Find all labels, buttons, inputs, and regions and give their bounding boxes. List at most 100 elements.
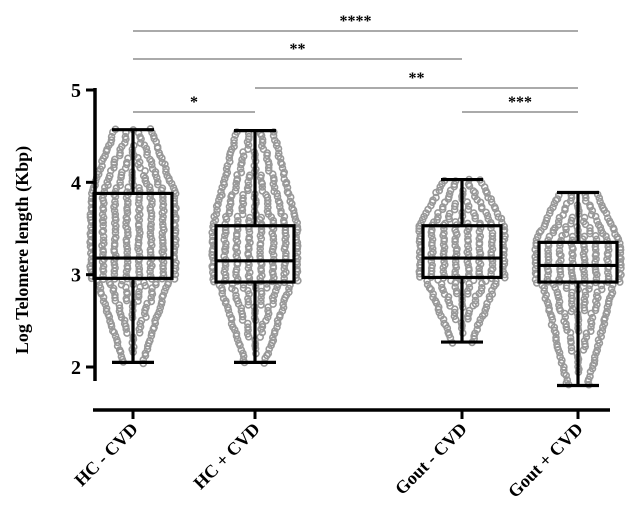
data-point bbox=[553, 340, 561, 349]
data-point bbox=[101, 152, 109, 160]
data-point bbox=[288, 204, 296, 212]
data-point bbox=[158, 233, 167, 241]
data-point bbox=[482, 208, 490, 217]
data-point bbox=[274, 197, 283, 205]
data-point bbox=[561, 313, 570, 321]
data-point bbox=[451, 261, 460, 269]
data-point bbox=[488, 245, 497, 253]
data-point bbox=[124, 200, 132, 209]
data-point bbox=[245, 132, 253, 141]
data-point bbox=[554, 221, 563, 229]
data-point bbox=[257, 287, 266, 296]
data-point bbox=[268, 333, 277, 342]
data-point bbox=[110, 328, 118, 337]
data-point bbox=[603, 214, 612, 222]
data-point bbox=[471, 188, 479, 197]
data-point bbox=[256, 252, 264, 261]
data-point bbox=[232, 179, 240, 188]
data-point bbox=[99, 297, 108, 306]
data-point bbox=[428, 235, 437, 244]
boxes bbox=[92, 128, 619, 388]
data-point bbox=[476, 248, 484, 256]
data-point bbox=[111, 155, 119, 164]
data-point bbox=[545, 304, 554, 313]
data-point bbox=[220, 235, 228, 244]
data-point bbox=[429, 248, 437, 257]
data-point bbox=[581, 291, 590, 300]
data-point bbox=[567, 216, 576, 225]
data-point bbox=[544, 249, 553, 258]
data-point bbox=[146, 336, 154, 345]
data-point bbox=[107, 132, 116, 141]
y-axis-label: Log Telomere length (Kbp) bbox=[12, 146, 33, 354]
data-point bbox=[269, 174, 278, 182]
data-point bbox=[270, 136, 279, 145]
data-point bbox=[598, 201, 606, 210]
data-point bbox=[154, 180, 162, 189]
data-point bbox=[464, 245, 473, 253]
data-point bbox=[148, 165, 157, 173]
data-point bbox=[98, 162, 106, 170]
data-point bbox=[471, 296, 480, 305]
data-point bbox=[136, 204, 144, 212]
data-point bbox=[552, 336, 560, 345]
data-point bbox=[246, 213, 254, 222]
data-point bbox=[562, 284, 571, 293]
data-point bbox=[586, 327, 595, 336]
data-point bbox=[244, 145, 252, 153]
data-point bbox=[482, 303, 491, 312]
data-point bbox=[568, 243, 577, 252]
data-point bbox=[428, 239, 436, 247]
data-point bbox=[463, 235, 472, 244]
box-iqr bbox=[421, 224, 503, 280]
data-point bbox=[222, 239, 230, 248]
data-point bbox=[146, 245, 155, 254]
data-point bbox=[279, 303, 288, 312]
data-point bbox=[146, 259, 154, 268]
data-point bbox=[256, 248, 264, 257]
data-point bbox=[246, 171, 254, 180]
data-point bbox=[137, 316, 146, 325]
data-point bbox=[280, 168, 289, 177]
data-point bbox=[568, 304, 577, 313]
data-point bbox=[444, 296, 452, 304]
data-point bbox=[432, 193, 440, 202]
data-point bbox=[222, 165, 231, 173]
data-point bbox=[239, 191, 247, 199]
data-point bbox=[263, 207, 272, 216]
data-point bbox=[271, 287, 280, 295]
data-point bbox=[158, 158, 167, 167]
data-point bbox=[561, 204, 569, 213]
data-point bbox=[488, 232, 497, 240]
data-point bbox=[235, 339, 243, 348]
data-point bbox=[100, 239, 108, 248]
data-point bbox=[102, 307, 111, 316]
data-point bbox=[257, 297, 265, 306]
data-point bbox=[585, 285, 593, 293]
data-point bbox=[135, 287, 143, 296]
data-point bbox=[451, 237, 459, 246]
data-point bbox=[586, 201, 594, 210]
data-point bbox=[159, 223, 167, 231]
data-point bbox=[487, 198, 496, 207]
data-point bbox=[580, 337, 589, 345]
data-point bbox=[286, 197, 295, 206]
data-point bbox=[285, 284, 293, 293]
data-point bbox=[111, 213, 120, 222]
data-point bbox=[285, 288, 293, 297]
data-point bbox=[221, 174, 229, 183]
data-point bbox=[159, 291, 167, 300]
data-point bbox=[533, 232, 542, 241]
data-point bbox=[258, 187, 267, 195]
data-point bbox=[440, 260, 449, 269]
data-point bbox=[598, 327, 607, 335]
data-point bbox=[581, 193, 590, 202]
data-point bbox=[256, 240, 265, 248]
data-point bbox=[475, 267, 484, 276]
data-point bbox=[148, 200, 156, 209]
data-point bbox=[559, 366, 568, 374]
data-point bbox=[464, 202, 473, 210]
data-point bbox=[273, 192, 282, 201]
data-point bbox=[212, 210, 221, 218]
data-point bbox=[244, 319, 252, 328]
